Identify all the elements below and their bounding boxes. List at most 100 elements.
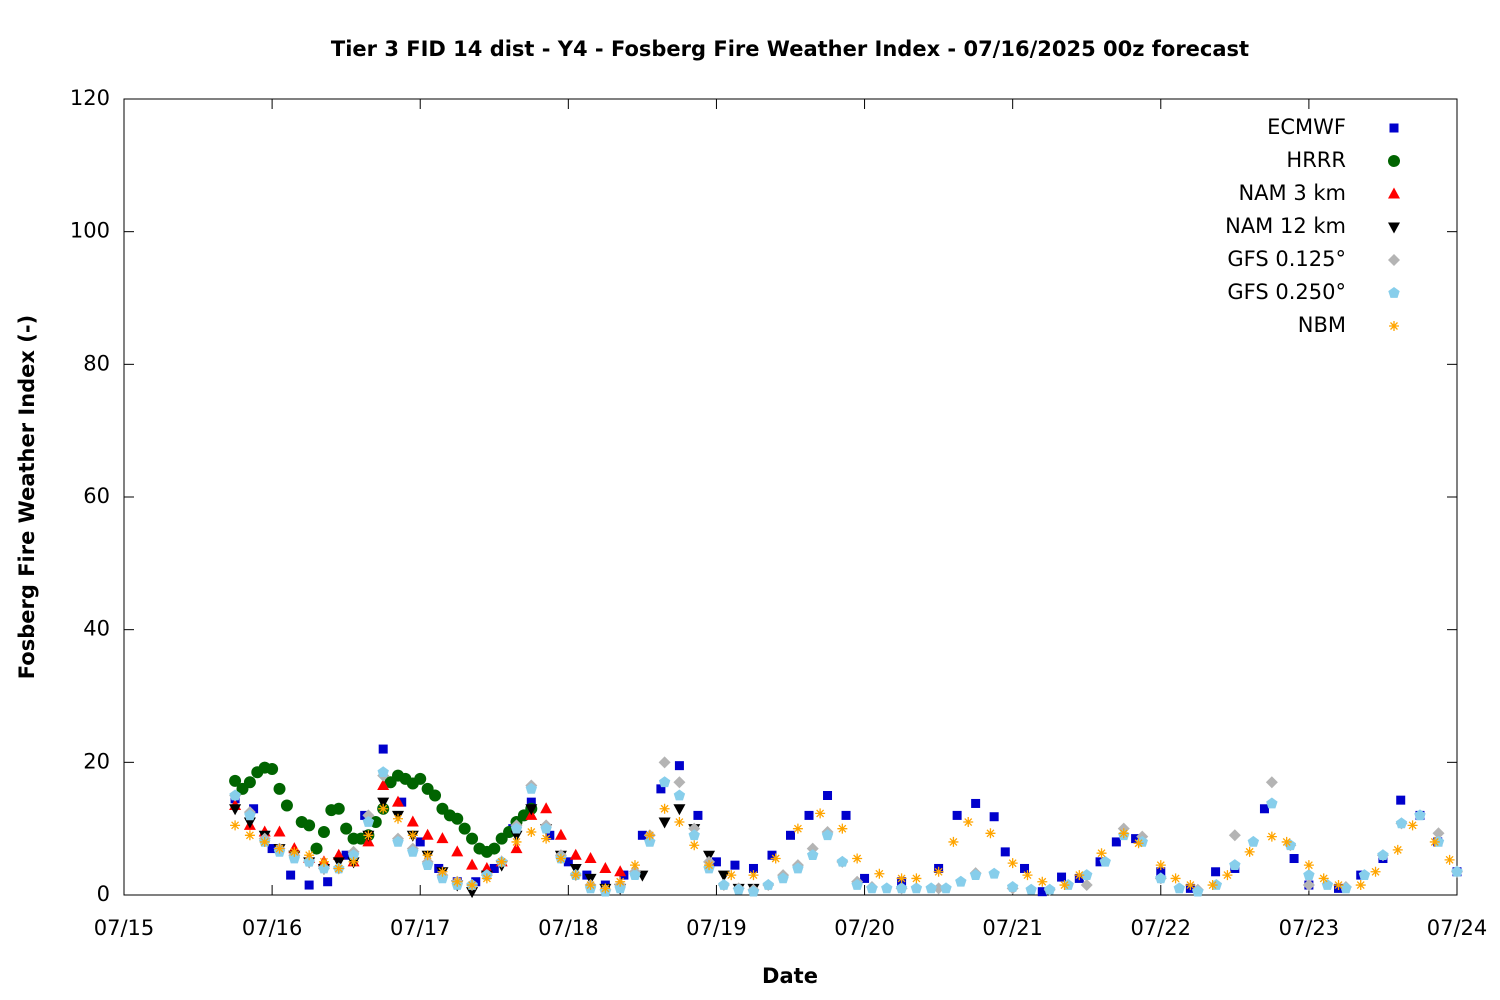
point [932,882,945,895]
point [289,846,300,857]
point [644,830,655,841]
point [988,867,1000,879]
point [989,812,999,822]
point [377,779,390,791]
point [437,866,448,877]
point [323,877,333,887]
point [333,863,344,874]
point [940,882,952,894]
point [767,850,777,860]
y-axis-label: Fosberg Fire Weather Index (-) [15,315,39,679]
point [1358,869,1371,880]
point [525,782,538,794]
point [510,842,523,854]
point [466,887,479,899]
point [1080,879,1093,892]
point [673,776,686,789]
point [600,883,611,894]
x-tick-label: 07/16 [242,916,303,940]
point [659,803,670,814]
x-tick-label: 07/18 [538,916,599,940]
point [792,823,803,834]
point [348,856,359,867]
point [451,812,464,825]
point [1099,855,1111,867]
legend-marker [1388,187,1400,199]
x-tick-label: 07/22 [1131,916,1192,940]
point [925,882,937,894]
point [1451,865,1463,877]
point [1006,881,1019,892]
point [718,879,730,890]
point [1000,847,1010,857]
point [377,797,390,809]
point [510,830,523,842]
point [480,861,493,873]
point [407,830,418,841]
point [837,823,848,834]
point [704,860,715,871]
point [1318,873,1329,884]
point [266,762,279,775]
point [406,815,419,827]
chart-title: Tier 3 FID 14 dist - Y4 - Fosberg Fire W… [331,37,1249,61]
point [286,870,296,880]
point [823,791,833,800]
point [732,883,745,895]
point [243,776,256,789]
point [1081,869,1093,880]
point [555,853,566,864]
point [451,845,464,857]
point [963,817,974,828]
point [569,848,582,860]
point [786,830,795,840]
point [230,820,241,831]
point [693,810,703,820]
point [1333,880,1344,891]
point [466,832,479,845]
point [1192,885,1204,897]
point [1173,882,1185,894]
point [1392,844,1403,855]
point [658,756,671,769]
point [860,873,870,883]
point [304,850,315,861]
point [1266,797,1278,809]
point [1222,870,1233,881]
point [540,802,553,814]
y-tick-label: 80 [83,351,110,375]
point [762,879,774,890]
point [340,822,353,835]
point [948,836,959,847]
point [1265,776,1278,789]
point [656,784,666,794]
point [730,860,740,870]
point [229,789,241,801]
legend-marker [1388,254,1400,266]
point [259,836,270,847]
point [526,797,536,807]
point [836,855,849,867]
point [378,803,389,814]
point [1266,831,1277,842]
point [1302,879,1315,892]
point [985,828,996,839]
point [466,858,479,870]
point [1118,828,1129,839]
point [851,879,863,890]
point [629,860,640,871]
point [1037,887,1047,897]
point [815,808,826,819]
point [599,861,612,873]
point [421,859,434,871]
point [777,872,789,884]
point [570,870,581,881]
legend-label: HRRR [1286,148,1346,172]
point [584,852,597,864]
point [1259,804,1269,814]
point [1370,866,1381,877]
point [545,830,555,840]
point [971,798,981,808]
point [363,830,374,841]
legend-marker [1388,222,1400,234]
